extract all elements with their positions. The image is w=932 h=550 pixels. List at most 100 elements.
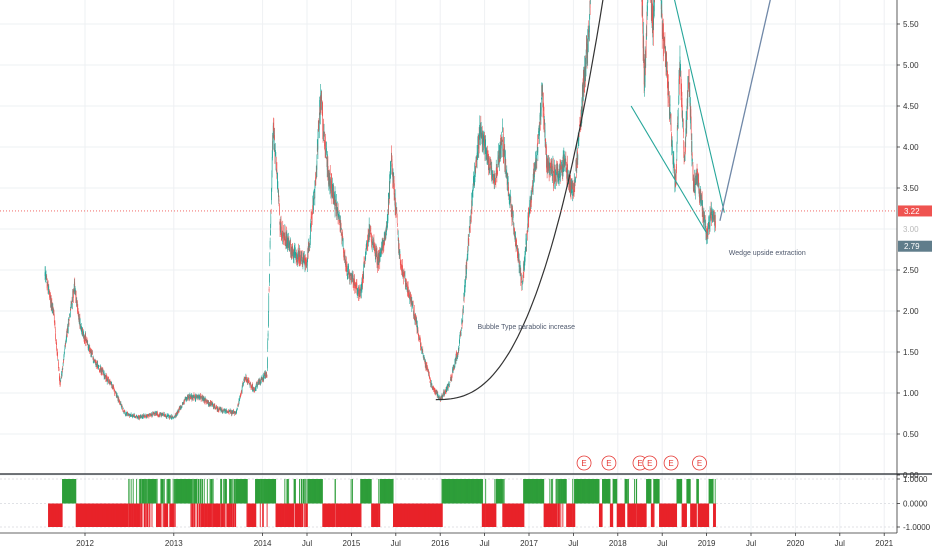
candle-body — [687, 86, 689, 103]
osc-bar-down — [233, 503, 235, 527]
candle-body — [128, 413, 129, 415]
candle-body — [663, 37, 665, 46]
candle-body — [458, 348, 459, 350]
candle-body — [236, 411, 237, 413]
candle-body — [512, 214, 514, 216]
candle-body — [700, 190, 702, 202]
candle-body — [582, 82, 584, 103]
candle-body — [377, 262, 378, 268]
candle-body — [388, 193, 390, 197]
candle-body — [48, 287, 49, 293]
candle-body — [587, 43, 588, 57]
candle-body — [289, 242, 291, 244]
candle-body — [152, 412, 153, 416]
osc-bar-up — [161, 479, 163, 504]
candle-body — [301, 255, 303, 257]
candle-body — [567, 175, 569, 180]
candle-body — [180, 406, 181, 409]
candle-body — [124, 410, 125, 413]
candle-body — [491, 173, 493, 176]
candle-body — [154, 413, 155, 414]
candle-body — [364, 257, 366, 262]
candle-body — [584, 67, 585, 77]
candle-body — [559, 169, 560, 178]
osc-bar-up — [230, 479, 232, 504]
osc-bar-up — [305, 479, 307, 504]
candle-body — [330, 178, 332, 193]
candle-body — [486, 150, 487, 157]
candle-body — [560, 165, 562, 170]
candle-body — [125, 414, 126, 416]
candle-body — [92, 356, 94, 358]
candle-body — [139, 416, 141, 418]
candle-body — [151, 415, 153, 417]
candle-body — [182, 403, 183, 406]
projection-arrow-1 — [719, 0, 771, 221]
candle-body — [64, 352, 65, 353]
candle-body — [652, 28, 654, 38]
candle-body — [167, 415, 168, 417]
candle-body — [526, 230, 528, 235]
osc-bar-up — [225, 479, 227, 504]
candle-body — [47, 283, 49, 284]
candle-body — [560, 169, 562, 170]
candle-body — [362, 278, 363, 284]
candle-body — [184, 398, 186, 400]
candle-body — [309, 244, 310, 246]
candle-body — [378, 255, 380, 261]
candle-body — [284, 236, 285, 239]
candle-body — [316, 160, 318, 170]
candle-body — [685, 142, 686, 152]
candle-body — [320, 93, 321, 114]
candle-body — [665, 53, 667, 71]
candle-body — [279, 221, 281, 231]
candle-body — [420, 343, 422, 347]
candle-body — [307, 258, 308, 266]
candle-body — [345, 262, 346, 268]
candle-body — [104, 374, 106, 377]
candle-body — [678, 79, 680, 96]
candle-body — [683, 128, 684, 133]
candle-body — [387, 220, 388, 222]
candle-body — [326, 161, 328, 170]
candle-body — [53, 311, 54, 313]
candle-body — [395, 207, 397, 210]
candle-body — [213, 405, 215, 408]
candle-body — [536, 161, 538, 163]
candle-body — [482, 134, 483, 142]
candle-body — [442, 395, 444, 397]
candle-body — [109, 380, 111, 385]
candle-body — [340, 228, 342, 233]
candle-body — [462, 310, 464, 322]
candle-body — [437, 393, 439, 395]
candle-body — [113, 387, 114, 389]
candle-body — [88, 347, 90, 350]
candle-body — [411, 302, 413, 305]
candle-body — [366, 243, 368, 247]
candle-body — [340, 220, 341, 231]
candle-body — [569, 185, 570, 188]
candle-body — [575, 161, 577, 168]
candle-body — [257, 382, 259, 384]
candle-body — [663, 32, 664, 57]
candle-body — [675, 165, 677, 178]
candle-body — [680, 76, 682, 90]
candle-body — [323, 132, 325, 134]
candle-body — [289, 238, 291, 242]
candle-body — [530, 204, 532, 206]
candle-body — [487, 150, 488, 156]
candle-body — [484, 148, 486, 160]
candle-body — [197, 395, 199, 399]
candle-body — [379, 254, 380, 262]
candle-body — [250, 383, 251, 385]
candle-body — [405, 280, 407, 290]
candle-body — [586, 45, 588, 47]
candle-body — [173, 417, 175, 419]
candle-body — [556, 179, 557, 185]
candle-body — [331, 191, 333, 197]
candle-body — [483, 140, 485, 145]
candle-body — [550, 169, 551, 171]
candle-body — [190, 396, 192, 398]
candle-body — [220, 408, 221, 410]
candle-body — [537, 138, 539, 143]
